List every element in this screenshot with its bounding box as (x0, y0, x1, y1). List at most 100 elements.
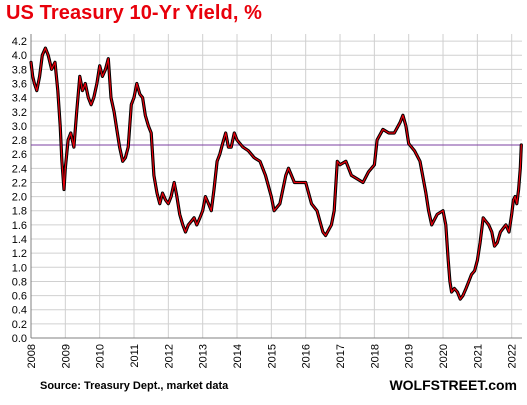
data-point (345, 160, 347, 162)
chart-title: US Treasury 10-Yr Yield, % (6, 2, 263, 24)
data-point (144, 114, 146, 116)
data-point (449, 280, 451, 283)
data-point (210, 210, 212, 212)
data-point (393, 132, 395, 134)
data-point (413, 150, 416, 152)
data-point (488, 224, 490, 226)
data-point (204, 196, 207, 198)
y-tick-label: 1.8 (12, 206, 27, 218)
data-point (436, 213, 438, 215)
y-tick-label: 0.4 (12, 305, 27, 317)
data-point (150, 132, 152, 134)
data-point (41, 54, 43, 56)
x-tick-label: 2019 (404, 344, 416, 368)
data-point (247, 150, 249, 152)
data-point (419, 160, 421, 162)
y-tick-label: 1.2 (12, 248, 27, 260)
data-point (139, 93, 141, 95)
y-tick-label: 3.2 (12, 107, 27, 119)
data-point (465, 287, 467, 290)
data-point (505, 224, 507, 226)
data-point (373, 164, 375, 166)
data-point (63, 188, 65, 191)
y-tick-label: 4.2 (12, 36, 27, 48)
data-point (159, 203, 161, 205)
data-point (107, 58, 109, 60)
data-point (356, 178, 358, 180)
data-point (70, 132, 72, 134)
data-point (47, 54, 49, 56)
data-point (216, 160, 218, 162)
data-point (164, 199, 167, 201)
data-point (30, 61, 32, 63)
data-point (496, 241, 498, 244)
data-point (59, 125, 61, 127)
x-tick-label: 2018 (369, 344, 381, 368)
data-point (118, 146, 121, 148)
data-point (456, 291, 459, 293)
data-point (382, 128, 384, 131)
data-point (462, 294, 464, 297)
data-point (99, 65, 101, 67)
data-point (199, 217, 201, 219)
data-point (153, 174, 155, 176)
data-point (33, 82, 36, 85)
data-point (316, 210, 318, 212)
x-tick-label: 2020 (438, 344, 450, 368)
data-point (190, 220, 192, 222)
brand-logo-text: WOLFSTREET.com (389, 377, 517, 393)
data-point (54, 61, 56, 63)
data-point (493, 245, 496, 247)
data-point (147, 125, 150, 127)
data-point (264, 174, 267, 176)
data-point (236, 139, 238, 141)
data-point (333, 210, 335, 212)
y-tick-label: 3.8 (12, 64, 27, 76)
data-point (84, 82, 86, 85)
data-point (285, 174, 287, 176)
y-tick-label: 2.6 (12, 149, 27, 161)
data-point (474, 270, 476, 272)
data-point (431, 224, 433, 226)
data-point (425, 192, 427, 194)
y-tick-label: 4.0 (12, 50, 27, 62)
data-point (87, 97, 89, 99)
data-point (453, 287, 455, 290)
x-tick-label: 2011 (129, 344, 141, 368)
data-point (519, 167, 521, 169)
data-point (124, 157, 127, 159)
data-point (270, 196, 272, 198)
source-note: Source: Treasury Dept., market data (40, 380, 229, 392)
data-point (179, 213, 181, 215)
data-point (187, 224, 189, 226)
data-point (242, 146, 244, 148)
data-point (447, 259, 449, 261)
x-tick-label: 2010 (95, 344, 107, 368)
x-tick-label: 2021 (472, 344, 484, 368)
data-point (81, 89, 84, 92)
data-point (193, 217, 195, 219)
y-tick-label: 0.2 (12, 319, 27, 331)
data-point (253, 157, 255, 159)
data-point (182, 224, 184, 226)
data-point (57, 89, 59, 92)
data-point (32, 75, 34, 78)
data-point (399, 121, 401, 123)
data-point (476, 259, 478, 261)
data-point (221, 142, 224, 145)
y-tick-label: 1.6 (12, 220, 27, 232)
data-point (113, 111, 115, 113)
data-point (336, 160, 338, 162)
data-point (122, 160, 124, 162)
data-point (491, 231, 493, 233)
data-point (388, 132, 390, 134)
data-point (402, 114, 404, 116)
data-point (38, 75, 41, 78)
data-point (176, 196, 178, 198)
y-tick-label: 2.2 (12, 177, 27, 189)
data-point (482, 217, 484, 219)
data-point (259, 160, 261, 162)
data-point (451, 291, 453, 293)
data-point (161, 192, 164, 194)
